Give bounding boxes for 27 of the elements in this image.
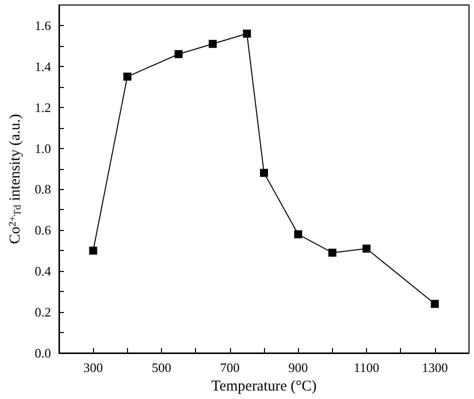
point <box>242 30 251 38</box>
point <box>89 246 98 255</box>
point <box>260 168 268 177</box>
text: 1.0 <box>34 140 51 156</box>
x-tick-label: 500 <box>152 360 172 375</box>
point <box>123 72 132 81</box>
point <box>328 248 336 257</box>
x-axis-title: Temperature (°C) <box>211 378 317 394</box>
y-axis-title: Co2+Td intensity (a.u.) <box>8 114 24 244</box>
y-tick-label: 0.6 <box>34 222 52 238</box>
y-tick-label: 0.8 <box>34 182 51 197</box>
point <box>294 230 302 238</box>
y-tick-label: 0.4 <box>34 264 52 279</box>
x-tick-label: 700 <box>220 360 240 375</box>
x-tick-label: 900 <box>288 360 308 375</box>
point <box>362 244 370 253</box>
x-tick-label: 300 <box>83 360 103 375</box>
y-tick-label: 0.2 <box>34 304 51 320</box>
y-tick-label: 1.4 <box>34 58 52 74</box>
y-tick-label: 1.2 <box>34 100 51 115</box>
point <box>208 40 217 48</box>
y-tick-label: 1.6 <box>34 18 52 33</box>
x-tick-label: 1100 <box>354 360 380 375</box>
point <box>430 300 439 308</box>
text: 0.0 <box>34 346 51 360</box>
x-tick-label: 1300 <box>422 360 448 375</box>
point <box>174 50 183 58</box>
